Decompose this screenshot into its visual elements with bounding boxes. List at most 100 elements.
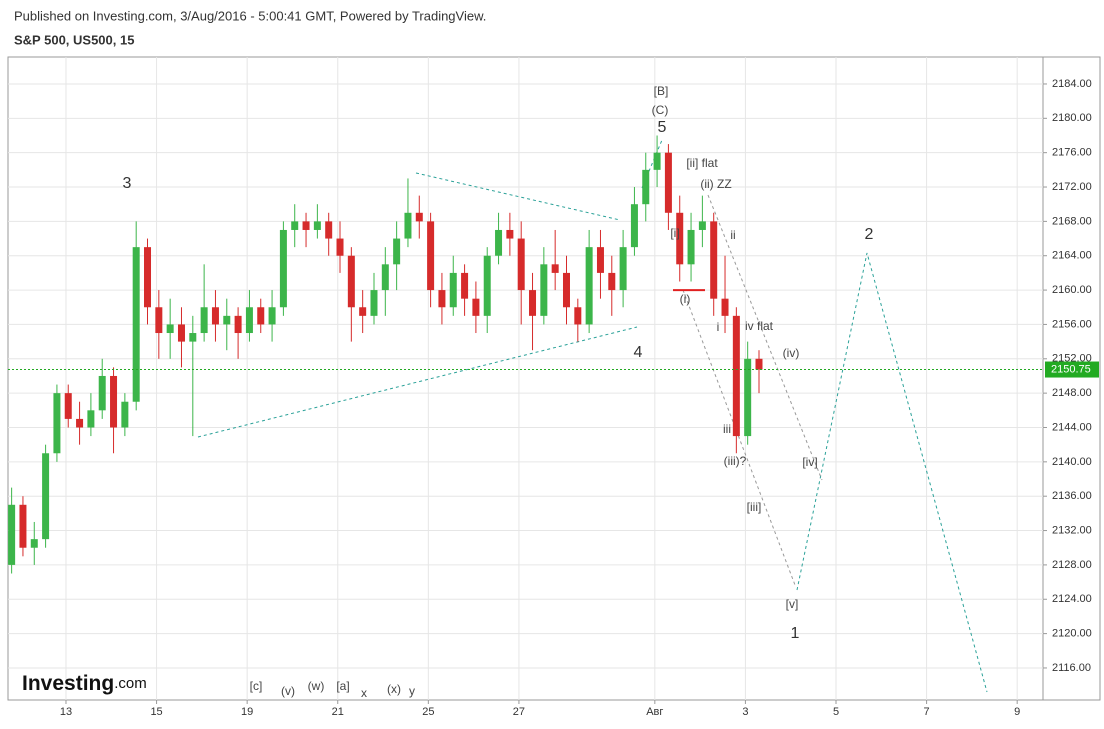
plot-frame [7, 56, 1044, 701]
candle-body [325, 221, 333, 239]
candle-body [415, 212, 423, 222]
wave-label: (iii)? [724, 454, 747, 468]
wave-label: [iii] [747, 500, 762, 514]
candle-body [404, 212, 412, 239]
wave-label: (i) [680, 292, 691, 306]
candle-body [551, 264, 559, 273]
candle-body [291, 221, 299, 230]
candle-body [642, 169, 650, 205]
candle-body [19, 504, 27, 548]
wave-label: 5 [658, 119, 667, 136]
candle-body [144, 247, 152, 308]
candle-body [449, 272, 457, 308]
candle-body [664, 152, 672, 213]
last-price-box [1045, 361, 1099, 378]
wave-label: 2 [865, 226, 874, 243]
candle-body [42, 453, 50, 540]
wave-label: [ii] flat [686, 156, 718, 170]
candle-body [245, 307, 253, 334]
candle-body [302, 221, 310, 230]
candle-body [676, 212, 684, 265]
candle-body [189, 333, 197, 342]
wave-label: i [717, 320, 720, 334]
wave-label: [iv] [802, 455, 817, 469]
candle-body [574, 307, 582, 325]
x-tick-label: 15 [150, 706, 162, 718]
y-tick-label: 2168.00 [1052, 215, 1092, 227]
candle-body [540, 264, 548, 316]
triangle-lower [197, 326, 638, 438]
candle-body [562, 272, 570, 308]
candle-body [461, 272, 469, 299]
symbol-title: S&P 500, US500, 15 [14, 32, 134, 47]
wave-label: (iv) [783, 346, 800, 360]
candle-body [279, 229, 287, 308]
candle-body [257, 307, 265, 325]
candle-body [200, 307, 208, 334]
candle-body [166, 324, 174, 334]
wave-label: ii [730, 228, 735, 242]
candle-body [744, 358, 752, 437]
wave-label: [B] [654, 84, 669, 98]
y-tick-label: 2124.00 [1052, 593, 1092, 605]
candle-body [211, 307, 219, 325]
candle-body [370, 290, 378, 316]
wave-label: x [361, 686, 367, 700]
y-tick-label: 2144.00 [1052, 421, 1092, 433]
grid: 2116.00 2120.00 2124.00 2128.00 2132.00 2136.… [8, 57, 1092, 718]
candle-body [313, 221, 321, 230]
candle-body [359, 307, 367, 316]
wave-label: 3 [123, 175, 132, 192]
y-tick-label: 2116.00 [1052, 662, 1091, 674]
candle-body [76, 418, 84, 428]
x-tick-label: 27 [513, 706, 525, 718]
candle-body [619, 247, 627, 291]
wave-label: iv flat [745, 319, 774, 333]
candle-body [381, 264, 389, 291]
candle-body [336, 238, 344, 256]
candle-body [8, 504, 16, 565]
candle-body [495, 229, 503, 256]
candle-body [596, 247, 604, 273]
candle-body [755, 358, 763, 370]
candle-body [268, 307, 276, 325]
candle-body [110, 375, 118, 428]
logo: Investing.com [22, 672, 147, 695]
wave-label: iii [723, 422, 731, 436]
candle-body [732, 315, 740, 437]
x-tick-label: 21 [332, 706, 344, 718]
y-tick-label: 2120.00 [1052, 628, 1092, 640]
y-tick-label: 2180.00 [1052, 112, 1092, 124]
candle-body [64, 393, 72, 419]
wave-label: 4 [634, 344, 643, 361]
candle-body [721, 298, 729, 316]
wave-label: y [409, 684, 415, 698]
x-tick-label: 13 [60, 706, 72, 718]
x-tick-label: 5 [833, 706, 839, 718]
candle-body [155, 307, 163, 334]
price-axis-frame [1042, 56, 1101, 701]
y-tick-label: 2156.00 [1052, 318, 1092, 330]
candle-body [53, 393, 61, 454]
candle-body [585, 247, 593, 325]
y-tick-label: 2176.00 [1052, 147, 1092, 159]
candle-body [223, 315, 231, 325]
y-tick-label: 2160.00 [1052, 284, 1092, 296]
candle-body [710, 221, 718, 299]
y-tick-label: 2164.00 [1052, 250, 1092, 262]
candle-body [177, 324, 185, 342]
x-tick-label: 3 [742, 706, 748, 718]
wave-label: [a] [336, 679, 349, 693]
candle-body [121, 401, 129, 428]
x-tick-label: 25 [422, 706, 434, 718]
candle-body [472, 298, 480, 316]
candle-body [630, 204, 638, 248]
y-tick-label: 2136.00 [1052, 490, 1092, 502]
candle-body [87, 410, 95, 428]
candle-body [132, 247, 140, 402]
wave-label: 1 [791, 625, 800, 642]
candle-body [483, 255, 491, 316]
logo-brand: Investing [22, 672, 114, 695]
y-tick-label: 2184.00 [1052, 78, 1092, 90]
wave-label: (x) [387, 682, 401, 696]
